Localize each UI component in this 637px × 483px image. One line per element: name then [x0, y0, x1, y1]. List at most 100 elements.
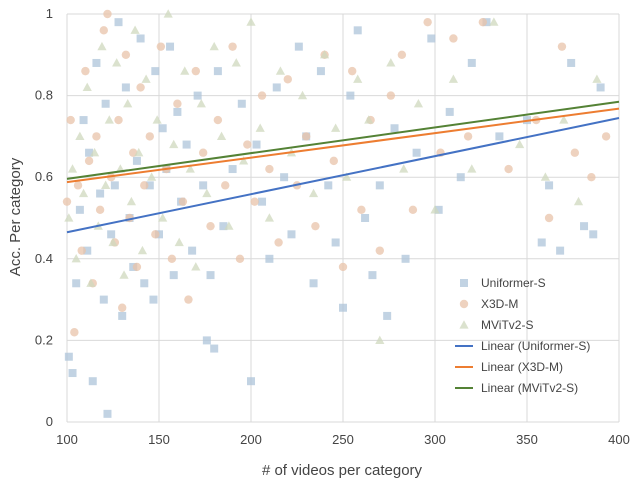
data-point — [231, 58, 241, 67]
data-point — [110, 181, 119, 190]
data-point — [85, 148, 94, 157]
data-point — [178, 197, 188, 206]
data-point — [329, 156, 338, 166]
data-point — [478, 17, 488, 27]
data-point — [81, 66, 90, 76]
data-point — [84, 156, 94, 166]
tick-labels: 100 150 200 250 300 350 400 0 0.2 0.4 0.6 0.8 1 — [35, 6, 630, 447]
data-point — [90, 147, 100, 157]
data-point — [331, 123, 341, 132]
data-point — [123, 98, 133, 108]
data-point — [210, 344, 219, 353]
data-point — [280, 173, 289, 182]
data-point — [199, 181, 208, 190]
y-tick-label: 0.4 — [35, 251, 53, 266]
data-point — [136, 83, 145, 92]
legend: Uniformer-S X3D-M MViTv2-S Linear (Uniforme… — [455, 276, 590, 395]
data-point — [184, 295, 193, 304]
scatter-points — [62, 9, 611, 418]
data-point — [191, 66, 200, 76]
data-point — [185, 164, 195, 173]
data-point — [83, 246, 92, 255]
data-point — [114, 18, 123, 27]
data-point — [156, 42, 166, 51]
data-point — [72, 279, 81, 288]
data-point — [216, 131, 227, 140]
data-point — [64, 213, 74, 222]
data-point — [537, 238, 546, 247]
data-point — [228, 165, 237, 174]
data-point — [258, 197, 267, 206]
data-point — [140, 279, 149, 288]
data-point — [92, 58, 101, 67]
data-point — [275, 66, 286, 75]
data-point — [182, 140, 191, 149]
series-x3d-m — [62, 9, 611, 337]
data-point — [149, 295, 158, 304]
data-point — [467, 164, 477, 173]
data-point — [311, 221, 320, 231]
data-point — [169, 271, 178, 280]
data-point — [99, 295, 108, 304]
data-point — [145, 181, 154, 190]
x-tick-label: 400 — [608, 432, 630, 447]
x-tick-label: 350 — [516, 432, 538, 447]
trendline-linear-x3d-m — [66, 107, 620, 184]
data-point — [308, 188, 319, 198]
data-point — [283, 75, 292, 84]
data-point — [515, 139, 525, 149]
data-point — [141, 74, 151, 83]
data-point — [246, 17, 256, 26]
data-point — [73, 181, 83, 190]
data-point — [67, 164, 78, 173]
data-point — [114, 115, 123, 125]
data-point — [540, 172, 550, 181]
legend-swatch — [459, 299, 469, 309]
data-point — [137, 245, 148, 255]
data-point — [408, 205, 418, 215]
x-tick-label: 250 — [332, 432, 354, 447]
data-point — [386, 58, 396, 67]
data-point — [130, 25, 140, 34]
data-point — [158, 213, 168, 222]
data-point — [559, 115, 569, 124]
data-point — [375, 335, 385, 344]
data-point — [596, 83, 605, 92]
data-point — [556, 246, 565, 255]
y-tick-label: 1 — [46, 6, 53, 21]
data-point — [121, 83, 130, 92]
data-point — [274, 238, 283, 247]
data-point — [567, 58, 576, 67]
data-point — [545, 181, 554, 190]
data-point — [173, 107, 182, 116]
data-point — [119, 270, 129, 279]
data-point — [121, 50, 131, 59]
data-point — [557, 42, 567, 51]
data-point — [82, 82, 92, 92]
trendline-linear-uniformer-s — [66, 117, 620, 234]
data-point — [570, 148, 580, 157]
data-point — [272, 83, 281, 92]
legend-swatch — [459, 320, 469, 329]
data-point — [320, 50, 330, 59]
data-point — [86, 278, 96, 287]
data-point — [101, 180, 111, 189]
data-point — [589, 230, 598, 239]
data-point — [386, 91, 396, 100]
data-point — [126, 196, 136, 206]
data-point — [206, 271, 215, 280]
data-point — [174, 237, 184, 247]
x-tick-label: 150 — [148, 432, 170, 447]
data-point — [75, 205, 84, 214]
data-point — [592, 74, 602, 83]
data-point — [140, 181, 149, 190]
data-point — [353, 74, 363, 83]
data-point — [390, 124, 399, 133]
data-point — [544, 213, 554, 223]
data-point — [338, 262, 348, 272]
data-point — [339, 303, 347, 312]
legend-label: Linear (X3D-M) — [481, 360, 563, 374]
data-point — [287, 230, 296, 239]
data-point — [221, 181, 230, 190]
